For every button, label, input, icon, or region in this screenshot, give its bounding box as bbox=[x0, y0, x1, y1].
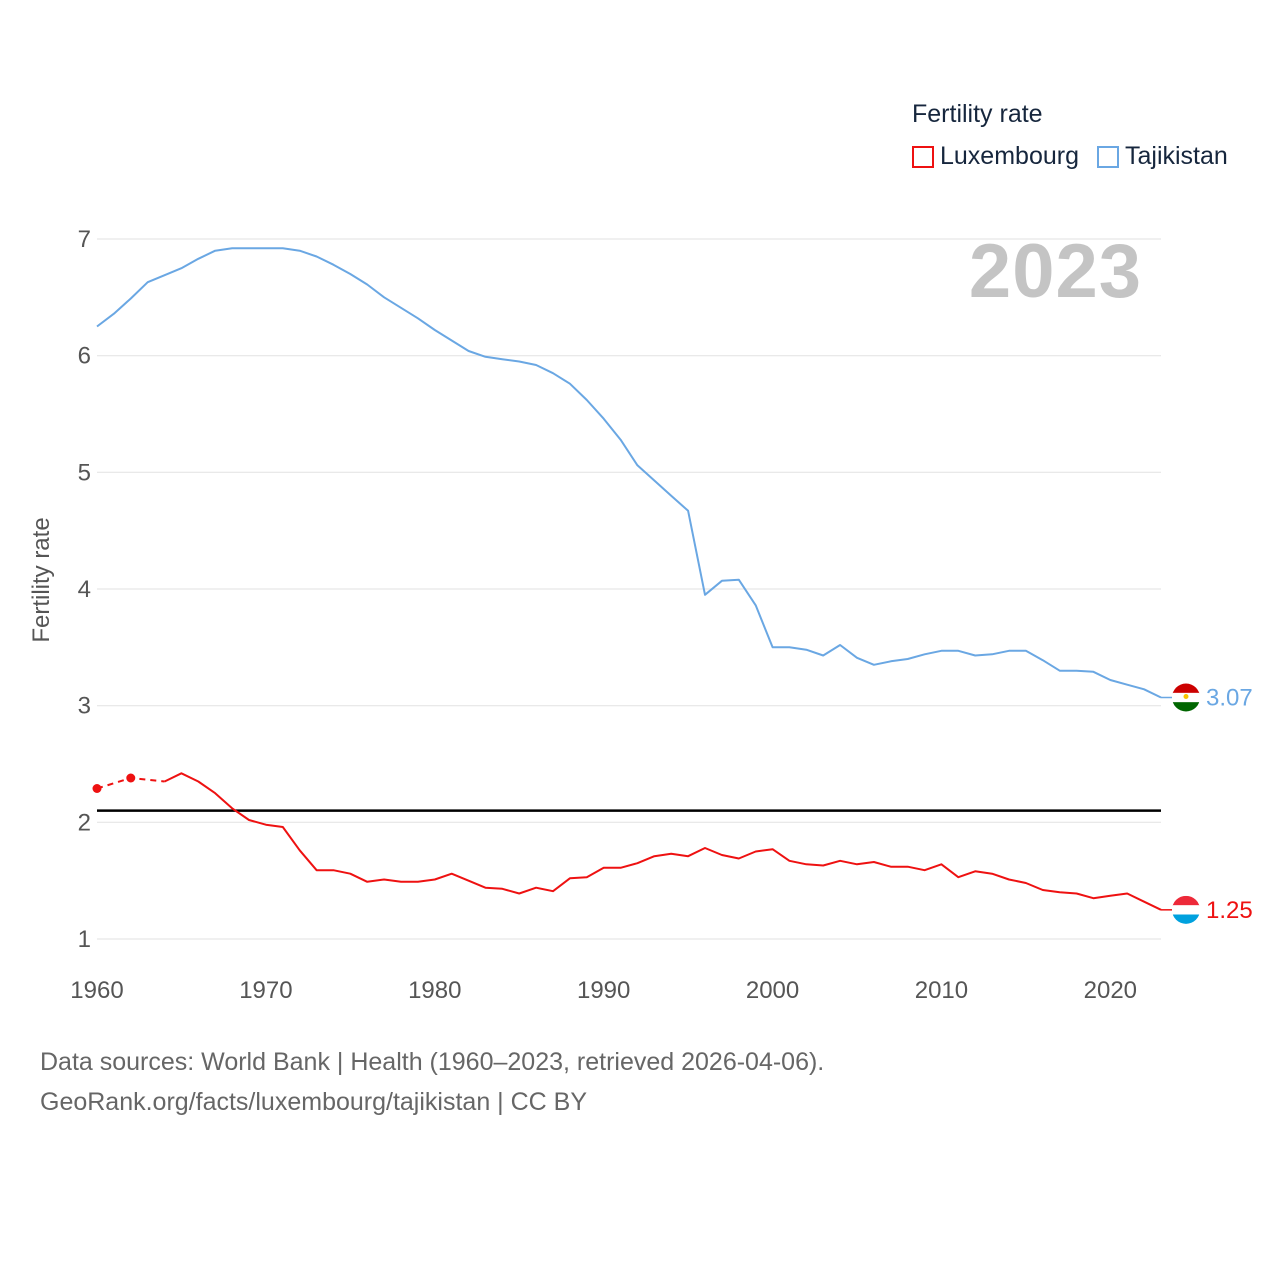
end-labels: 3.07 1.25 bbox=[1161, 683, 1253, 924]
x-tick-1990: 1990 bbox=[577, 977, 630, 1004]
x-tick-2010: 2010 bbox=[915, 977, 968, 1004]
x-axis-ticks: 1960 1970 1980 1990 2000 2010 2020 bbox=[70, 977, 1137, 1004]
series-lines bbox=[92, 247, 1162, 911]
x-tick-1980: 1980 bbox=[408, 977, 461, 1004]
y-tick-7: 7 bbox=[78, 226, 91, 253]
x-tick-1970: 1970 bbox=[239, 977, 292, 1004]
attribution-line: GeoRank.org/facts/luxembourg/tajikistan … bbox=[40, 1088, 588, 1116]
legend-label-luxembourg: Luxembourg bbox=[940, 142, 1079, 170]
legend-swatch-luxembourg bbox=[912, 145, 934, 168]
legend-swatch-tajikistan bbox=[1096, 145, 1119, 168]
legend-item-tajikistan[interactable]: Tajikistan bbox=[1096, 142, 1228, 171]
legend-label-tajikistan: Tajikistan bbox=[1124, 142, 1228, 170]
y-tick-1: 1 bbox=[78, 926, 91, 953]
end-value-tajikistan: 3.07 bbox=[1206, 685, 1253, 712]
flag-tajikistan-icon bbox=[1172, 683, 1200, 712]
source-line: Data sources: World Bank | Health (1960–… bbox=[40, 1048, 825, 1076]
y-axis-ticks: 1 2 3 4 5 6 7 bbox=[78, 226, 91, 953]
x-tick-2000: 2000 bbox=[746, 977, 799, 1004]
y-tick-5: 5 bbox=[78, 459, 91, 486]
legend-title: Fertility rate bbox=[912, 100, 1043, 128]
year-badge: 2023 bbox=[968, 229, 1142, 314]
point-luxembourg-1962 bbox=[126, 773, 136, 783]
end-value-luxembourg: 1.25 bbox=[1206, 897, 1253, 924]
grid-lines bbox=[97, 238, 1161, 940]
source-footer: Data sources: World Bank | Health (1960–… bbox=[40, 1042, 824, 1122]
y-tick-2: 2 bbox=[78, 809, 91, 836]
y-tick-3: 3 bbox=[78, 693, 91, 720]
flag-luxembourg-icon bbox=[1172, 895, 1200, 924]
series-line-luxembourg bbox=[164, 772, 1162, 911]
x-tick-2020: 2020 bbox=[1084, 977, 1137, 1004]
legend: Luxembourg Tajikistan bbox=[912, 142, 1246, 171]
legend-item-luxembourg[interactable]: Luxembourg bbox=[912, 142, 1079, 171]
series-line-tajikistan bbox=[96, 247, 1162, 699]
point-luxembourg-1960 bbox=[92, 784, 102, 793]
y-axis-label: Fertility rate bbox=[28, 517, 55, 643]
x-tick-1960: 1960 bbox=[70, 977, 123, 1004]
y-tick-6: 6 bbox=[78, 343, 91, 370]
y-tick-4: 4 bbox=[78, 576, 91, 603]
